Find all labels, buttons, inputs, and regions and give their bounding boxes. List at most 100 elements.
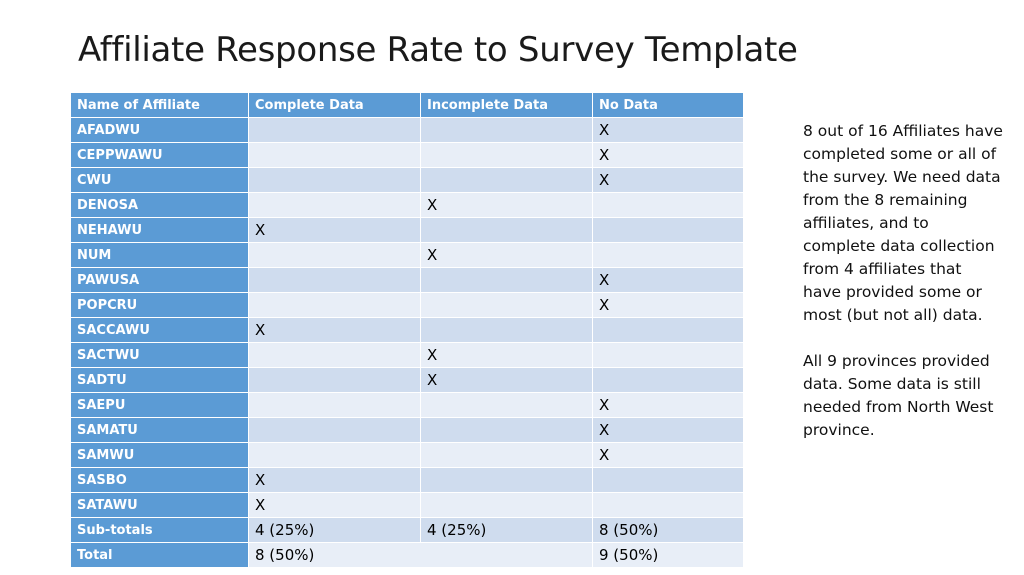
summary-provinces: All 9 provinces provided data. Some data… <box>803 352 994 439</box>
table-row: POPCRU X <box>70 292 744 318</box>
total-row: Total 8 (50%) 9 (50%) <box>70 542 744 568</box>
table-row: PAWUSA X <box>70 267 744 293</box>
complete-data-cell <box>248 292 421 318</box>
incomplete-data-cell <box>420 492 593 518</box>
no-data-cell: X <box>592 442 744 468</box>
no-data-cell: X <box>592 117 744 143</box>
complete-data-cell <box>248 117 421 143</box>
table-row: SADTU X <box>70 367 744 393</box>
complete-data-cell <box>248 392 421 418</box>
table-row: AFADWU X <box>70 117 744 143</box>
summary-text: 8 out of 16 Affiliates have completed so… <box>803 120 1003 442</box>
incomplete-data-cell: X <box>420 192 593 218</box>
table-header-row: Name of Affiliate Complete Data Incomple… <box>70 92 744 118</box>
complete-data-cell: X <box>248 492 421 518</box>
no-data-cell <box>592 367 744 393</box>
header-no-data: No Data <box>592 92 744 118</box>
affiliate-response-table: Name of Affiliate Complete Data Incomple… <box>70 92 744 568</box>
affiliate-name: SAMWU <box>70 442 249 468</box>
affiliate-name: NEHAWU <box>70 217 249 243</box>
subtotal-no-data: 8 (50%) <box>592 517 744 543</box>
table-row: DENOSA X <box>70 192 744 218</box>
no-data-cell <box>592 192 744 218</box>
no-data-cell: X <box>592 392 744 418</box>
complete-data-cell <box>248 192 421 218</box>
table-row: SAEPU X <box>70 392 744 418</box>
table-row: SATAWU X <box>70 492 744 518</box>
complete-data-cell <box>248 167 421 193</box>
affiliate-name: AFADWU <box>70 117 249 143</box>
affiliate-name: SAEPU <box>70 392 249 418</box>
header-incomplete-data: Incomplete Data <box>420 92 593 118</box>
complete-data-cell <box>248 267 421 293</box>
table-body: AFADWU X CEPPWAWU X CWU X DENOSA X NEHAWU X NUM X PA… <box>70 117 744 518</box>
affiliate-name: CEPPWAWU <box>70 142 249 168</box>
incomplete-data-cell <box>420 217 593 243</box>
complete-data-cell <box>248 442 421 468</box>
complete-data-cell: X <box>248 317 421 343</box>
incomplete-data-cell: X <box>420 242 593 268</box>
complete-data-cell: X <box>248 467 421 493</box>
incomplete-data-cell: X <box>420 367 593 393</box>
affiliate-name: PAWUSA <box>70 267 249 293</box>
no-data-cell <box>592 342 744 368</box>
no-data-cell: X <box>592 142 744 168</box>
incomplete-data-cell <box>420 292 593 318</box>
affiliate-name: SAMATU <box>70 417 249 443</box>
affiliate-name: SACCAWU <box>70 317 249 343</box>
no-data-cell: X <box>592 292 744 318</box>
header-complete-data: Complete Data <box>248 92 421 118</box>
table-row: NEHAWU X <box>70 217 744 243</box>
complete-data-cell <box>248 242 421 268</box>
affiliate-name: POPCRU <box>70 292 249 318</box>
complete-data-cell: X <box>248 217 421 243</box>
table-row: SAMWU X <box>70 442 744 468</box>
affiliate-name: NUM <box>70 242 249 268</box>
subtotals-row: Sub-totals 4 (25%) 4 (25%) 8 (50%) <box>70 517 744 543</box>
incomplete-data-cell <box>420 417 593 443</box>
incomplete-data-cell <box>420 267 593 293</box>
incomplete-data-cell <box>420 392 593 418</box>
summary-affiliates: 8 out of 16 Affiliates have completed so… <box>803 122 1003 324</box>
affiliate-name: DENOSA <box>70 192 249 218</box>
affiliate-name: CWU <box>70 167 249 193</box>
affiliate-name: SADTU <box>70 367 249 393</box>
table-row: SACCAWU X <box>70 317 744 343</box>
total-responded: 8 (50%) <box>248 542 593 568</box>
affiliate-name: SATAWU <box>70 492 249 518</box>
table-row: SAMATU X <box>70 417 744 443</box>
total-no-data: 9 (50%) <box>592 542 744 568</box>
no-data-cell <box>592 317 744 343</box>
no-data-cell <box>592 467 744 493</box>
no-data-cell <box>592 217 744 243</box>
table-row: CWU X <box>70 167 744 193</box>
header-name-of-affiliate: Name of Affiliate <box>70 92 249 118</box>
complete-data-cell <box>248 367 421 393</box>
total-label: Total <box>70 542 249 568</box>
affiliate-name: SASBO <box>70 467 249 493</box>
subtotal-incomplete: 4 (25%) <box>420 517 593 543</box>
no-data-cell <box>592 492 744 518</box>
table-row: SACTWU X <box>70 342 744 368</box>
table-row: SASBO X <box>70 467 744 493</box>
no-data-cell: X <box>592 267 744 293</box>
page-title: Affiliate Response Rate to Survey Templa… <box>78 30 798 70</box>
incomplete-data-cell <box>420 117 593 143</box>
complete-data-cell <box>248 342 421 368</box>
incomplete-data-cell <box>420 317 593 343</box>
incomplete-data-cell <box>420 467 593 493</box>
subtotal-complete: 4 (25%) <box>248 517 421 543</box>
no-data-cell: X <box>592 417 744 443</box>
affiliate-name: SACTWU <box>70 342 249 368</box>
incomplete-data-cell <box>420 167 593 193</box>
no-data-cell <box>592 242 744 268</box>
no-data-cell: X <box>592 167 744 193</box>
complete-data-cell <box>248 142 421 168</box>
subtotals-label: Sub-totals <box>70 517 249 543</box>
incomplete-data-cell: X <box>420 342 593 368</box>
table-row: CEPPWAWU X <box>70 142 744 168</box>
complete-data-cell <box>248 417 421 443</box>
table-row: NUM X <box>70 242 744 268</box>
incomplete-data-cell <box>420 142 593 168</box>
incomplete-data-cell <box>420 442 593 468</box>
